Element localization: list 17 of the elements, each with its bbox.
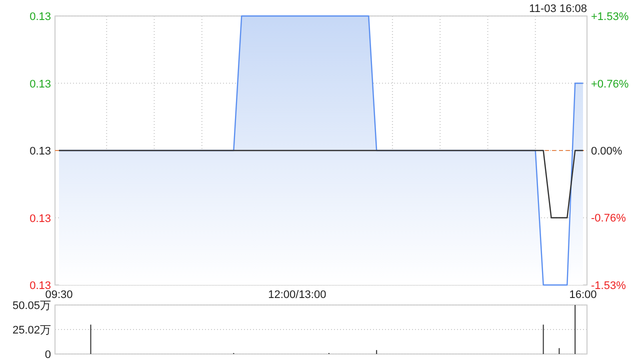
y-tick-label: 0.13 <box>30 146 51 158</box>
y-tick-label: 0.13 <box>30 280 51 292</box>
y-tick-label: 0.13 <box>30 78 51 90</box>
y2-tick-label: -1.53% <box>591 280 626 292</box>
y2-tick-label: +0.76% <box>591 78 629 91</box>
text: 11-03 16:08 <box>529 3 587 15</box>
y-tick-label: 0.13 <box>30 11 51 23</box>
y2-tick-label: +1.53% <box>591 11 629 23</box>
x-tick-label: 09:30 <box>45 289 73 301</box>
x-tick-label: 16:00 <box>569 289 597 301</box>
y-tick-label: 50.05万 <box>12 300 51 312</box>
y-tick-label: 25.02万 <box>12 324 51 337</box>
y2-tick-label: 0.00% <box>591 146 622 158</box>
y-tick-label: 0.13 <box>30 212 51 225</box>
x-tick-label: 12:00/13:00 <box>268 289 326 301</box>
y2-tick-label: -0.76% <box>591 212 626 224</box>
y-tick-label: 0 <box>44 349 51 360</box>
